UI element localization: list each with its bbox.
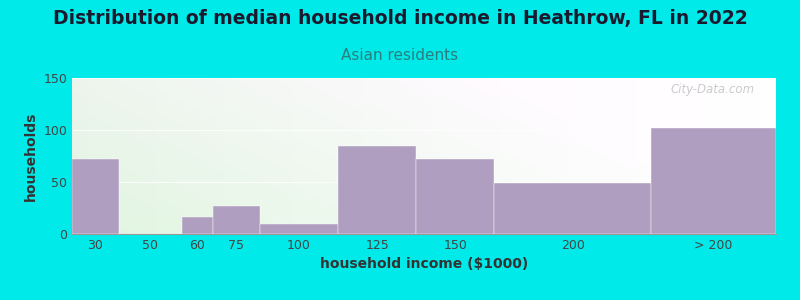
Bar — [651, 128, 776, 234]
Bar — [494, 183, 651, 234]
Bar — [338, 146, 416, 234]
Text: Distribution of median household income in Heathrow, FL in 2022: Distribution of median household income … — [53, 9, 747, 28]
Bar — [260, 224, 338, 234]
Text: City-Data.com: City-Data.com — [670, 83, 755, 96]
Bar — [213, 206, 260, 234]
Y-axis label: households: households — [24, 111, 38, 201]
Bar — [72, 159, 119, 234]
Text: Asian residents: Asian residents — [342, 48, 458, 63]
Bar — [416, 159, 494, 234]
Bar — [182, 218, 213, 234]
X-axis label: household income ($1000): household income ($1000) — [320, 257, 528, 272]
